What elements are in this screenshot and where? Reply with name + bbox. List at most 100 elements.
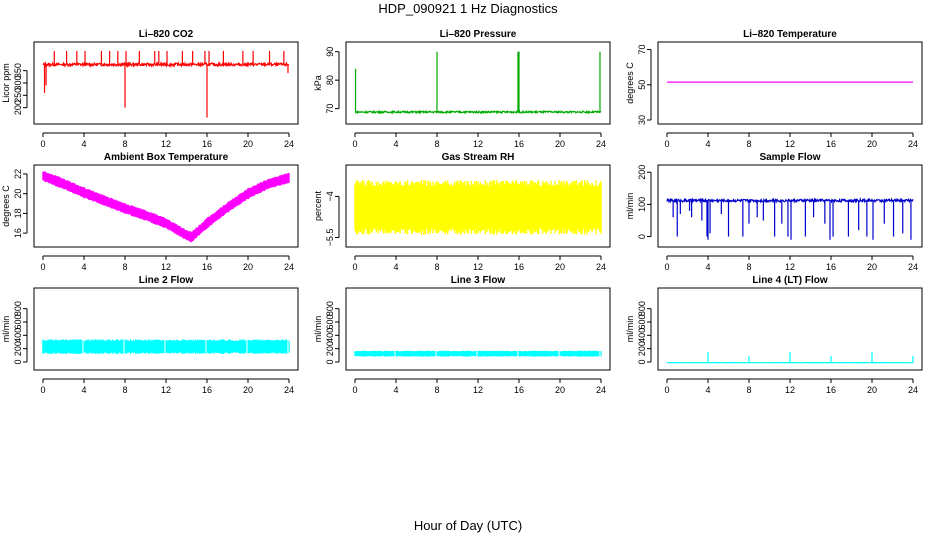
y-tick-label: 350 xyxy=(13,63,23,78)
x-tick-label: 20 xyxy=(555,262,565,272)
x-tick-label: 24 xyxy=(908,262,918,272)
y-axis-label: percent xyxy=(313,190,323,221)
data-series xyxy=(354,51,602,115)
x-tick-label: 20 xyxy=(243,262,253,272)
y-tick-label: 800 xyxy=(325,301,335,316)
x-tick-label: 12 xyxy=(785,139,795,149)
x-tick-label: 0 xyxy=(352,262,357,272)
plot-frame xyxy=(657,164,923,248)
y-tick-label: 250 xyxy=(13,88,23,103)
y-tick-label: 90 xyxy=(325,47,335,57)
figure-title: HDP_090921 1 Hz Diagnostics xyxy=(378,1,558,16)
x-tick-label: 24 xyxy=(908,385,918,395)
data-series xyxy=(666,196,914,240)
plot-frame xyxy=(33,287,299,371)
x-tick-label: 12 xyxy=(785,262,795,272)
x-tick-label: 12 xyxy=(161,385,171,395)
y-tick-label: 600 xyxy=(637,314,647,329)
y-tick-label: −4 xyxy=(325,191,335,201)
x-tick-label: 4 xyxy=(81,139,86,149)
x-tick-label: 4 xyxy=(393,385,398,395)
x-tick-label: 8 xyxy=(746,262,751,272)
x-tick-label: 16 xyxy=(826,385,836,395)
figure-x-axis-label: Hour of Day (UTC) xyxy=(413,518,523,533)
panel-title: Li–820 CO2 xyxy=(139,29,194,40)
y-axis-label: degrees C xyxy=(625,62,635,104)
x-tick-label: 20 xyxy=(243,385,253,395)
y-tick-label: 22 xyxy=(13,169,23,179)
x-tick-label: 24 xyxy=(284,139,294,149)
y-tick-label: 50 xyxy=(637,80,647,90)
y-tick-label: 30 xyxy=(637,115,647,125)
x-tick-label: 12 xyxy=(473,139,483,149)
y-tick-label: 16 xyxy=(13,228,23,238)
x-tick-label: 0 xyxy=(352,385,357,395)
x-tick-label: 24 xyxy=(596,139,606,149)
panel-title: Line 4 (LT) Flow xyxy=(752,275,828,286)
series-line xyxy=(42,60,290,69)
panel-title: Sample Flow xyxy=(759,152,820,163)
series-band xyxy=(354,180,602,235)
plot-frame xyxy=(345,287,611,371)
panel-title: Line 2 Flow xyxy=(139,275,194,286)
data-series xyxy=(354,350,602,357)
x-tick-label: 0 xyxy=(352,139,357,149)
x-tick-label: 8 xyxy=(122,262,127,272)
y-tick-label: −5.5 xyxy=(325,229,335,247)
y-tick-label: 200 xyxy=(325,341,335,356)
x-tick-label: 20 xyxy=(867,139,877,149)
series-line xyxy=(666,196,914,205)
y-tick-label: 600 xyxy=(13,314,23,329)
x-tick-label: 12 xyxy=(473,262,483,272)
x-tick-label: 0 xyxy=(40,385,45,395)
plot-frame xyxy=(345,41,611,125)
y-tick-label: 400 xyxy=(13,328,23,343)
panel-3: 0 4 8 12 16 20 24 30 50 70 Li–820 Temperature degre… xyxy=(625,29,923,149)
x-tick-label: 8 xyxy=(122,139,127,149)
y-tick-label: 200 xyxy=(13,341,23,356)
panel-5: 0 4 8 12 16 20 24 −5.5 −4 Gas Stream RH percent xyxy=(313,152,611,272)
x-tick-label: 8 xyxy=(746,385,751,395)
y-tick-label: 80 xyxy=(325,75,335,85)
x-tick-label: 12 xyxy=(785,385,795,395)
plot-frame xyxy=(33,164,299,248)
data-series xyxy=(42,339,290,354)
x-tick-label: 4 xyxy=(705,385,710,395)
y-axis-label: kPa xyxy=(313,75,323,91)
x-tick-label: 8 xyxy=(746,139,751,149)
x-tick-label: 24 xyxy=(908,139,918,149)
data-series xyxy=(42,50,290,118)
x-tick-label: 20 xyxy=(555,139,565,149)
x-tick-label: 16 xyxy=(514,139,524,149)
x-tick-label: 12 xyxy=(473,385,483,395)
data-series xyxy=(354,180,602,235)
y-axis-label: ml/min xyxy=(625,316,635,343)
x-tick-label: 16 xyxy=(202,385,212,395)
y-tick-label: 20 xyxy=(13,189,23,199)
x-tick-label: 20 xyxy=(867,385,877,395)
x-tick-label: 0 xyxy=(664,262,669,272)
x-tick-label: 8 xyxy=(434,139,439,149)
y-tick-label: 18 xyxy=(13,208,23,218)
x-tick-label: 4 xyxy=(705,139,710,149)
x-tick-label: 12 xyxy=(161,262,171,272)
x-tick-label: 16 xyxy=(202,139,212,149)
y-tick-label: 300 xyxy=(13,75,23,90)
y-tick-label: 100 xyxy=(637,197,647,212)
y-axis-label: Licor ppm xyxy=(1,63,11,103)
y-tick-label: 400 xyxy=(637,328,647,343)
plot-frame xyxy=(657,287,923,371)
x-tick-label: 0 xyxy=(40,139,45,149)
panel-title: Li–820 Temperature xyxy=(743,29,837,40)
panel-title: Li–820 Pressure xyxy=(440,29,517,40)
x-tick-label: 0 xyxy=(40,262,45,272)
series-band xyxy=(42,171,290,243)
y-tick-label: 70 xyxy=(325,104,335,114)
y-tick-label: 0 xyxy=(637,359,647,364)
x-tick-label: 0 xyxy=(664,139,669,149)
y-tick-label: 0 xyxy=(325,359,335,364)
